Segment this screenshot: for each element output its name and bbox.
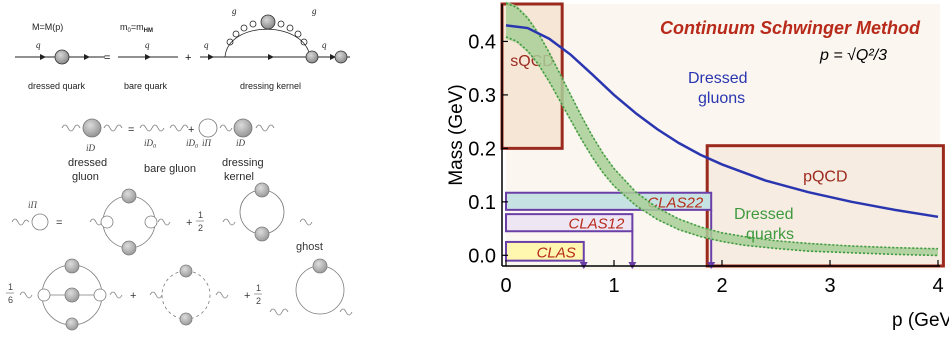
y-tick-label: 0.2: [468, 138, 496, 160]
exp-box-clas: [505, 240, 585, 262]
caption-gluon-dressing: dressing: [222, 157, 264, 169]
caption-dressing-kernel: dressing kernel: [240, 81, 301, 91]
svg-text:+: +: [244, 290, 250, 302]
x-tick-label: 0: [500, 275, 511, 297]
svg-text:+: +: [130, 290, 136, 302]
svg-text:q: q: [322, 40, 327, 50]
exp-label-clas: CLAS: [537, 244, 576, 261]
gluon-self-energy: iΠ = + 1 2 ghost 1 6: [6, 182, 353, 331]
dressed-mass-label: M=M(p): [32, 22, 63, 32]
svg-text:1: 1: [198, 210, 203, 220]
svg-text:iD: iD: [236, 138, 246, 148]
svg-text:g: g: [232, 6, 237, 16]
x-tick-label: 3: [824, 275, 835, 297]
feynman-svg: M=M(p) m0=mHM q = q +: [6, 6, 353, 331]
y-tick-label: 0.3: [468, 85, 496, 107]
svg-text:q: q: [36, 40, 41, 50]
y-tick-label: 0.4: [468, 31, 496, 53]
ghost-label: ghost: [296, 241, 323, 253]
svg-text:=: =: [56, 217, 62, 229]
quark-band-lower: [505, 36, 939, 257]
svg-text:2: 2: [256, 296, 261, 306]
formula-label: p = √Q²/3: [819, 47, 887, 64]
dressed-quark-propagator: q: [15, 40, 105, 65]
region-label-pqcd: pQCD: [803, 169, 847, 186]
svg-text:iD0: iD0: [144, 138, 156, 150]
svg-text:=: =: [128, 124, 134, 136]
quarks-label-line2: quarks: [746, 226, 794, 243]
svg-text:iΠ: iΠ: [28, 200, 38, 210]
chart-title: Continuum Schwinger Method: [660, 18, 921, 38]
svg-text:kernel: kernel: [224, 171, 254, 183]
gluons-label-line1: Dressed: [688, 70, 748, 87]
y-axis-label: Mass (GeV): [446, 84, 467, 185]
gluon-dse: iD = iD0 + iD0 iΠ iD dressed gluon bare …: [61, 118, 275, 183]
svg-text:g: g: [312, 6, 317, 16]
exp-label-clas12: CLAS12: [568, 216, 625, 233]
quark-dressing-kernel: g g q q: [200, 6, 350, 64]
gluon-curve: [505, 24, 939, 219]
iD-label: iD: [86, 143, 96, 153]
svg-text:q: q: [204, 40, 209, 50]
caption-dressed-quark: dressed quark: [28, 81, 86, 91]
x-tick-label: 1: [608, 275, 619, 297]
bare-quark-propagator: q: [118, 40, 178, 60]
quark-band-upper: [505, 2, 939, 250]
bare-mass-label: m0=mHM: [120, 22, 153, 34]
quarks-label-line1: Dressed: [734, 206, 794, 223]
svg-text:1: 1: [256, 283, 261, 293]
dressed-vertex-blob: [54, 49, 70, 65]
quark-gap-equation: M=M(p) m0=mHM q = q +: [15, 6, 350, 91]
feynman-diagrams: M=M(p) m0=mHM q = q +: [0, 0, 440, 332]
caption-dressed-gluon: dressed: [68, 157, 107, 169]
svg-text:+: +: [186, 217, 192, 229]
y-tick-label: 0.0: [468, 245, 496, 267]
svg-text:1: 1: [8, 282, 13, 292]
svg-text:6: 6: [8, 295, 13, 305]
svg-text:+: +: [188, 124, 194, 136]
equals-sign-quark: =: [104, 52, 110, 64]
caption-bare-quark: bare quark: [124, 81, 168, 91]
plus-sign-quark: +: [185, 52, 191, 64]
caption-bare-gluon: bare gluon: [144, 163, 196, 175]
mass-chart: sQCD pQCD CLAS22 CLAS12 CLAS 0 1 2 3 4 0.0 0.1 0.2…: [440, 0, 949, 332]
y-tick-label: 0.1: [468, 192, 496, 214]
exp-box-clas12: [505, 213, 634, 233]
svg-text:iD0: iD0: [186, 138, 198, 150]
svg-text:iΠ: iΠ: [202, 138, 212, 148]
svg-text:q: q: [145, 40, 150, 50]
gluons-label-line2: gluons: [698, 90, 745, 107]
svg-text:gluon: gluon: [72, 171, 99, 183]
x-tick-label: 2: [716, 275, 727, 297]
svg-text:2: 2: [198, 223, 203, 233]
exp-label-clas22: CLAS22: [647, 194, 704, 211]
x-tick-label: 4: [932, 275, 943, 297]
x-axis-label: p (GeV): [892, 310, 949, 331]
